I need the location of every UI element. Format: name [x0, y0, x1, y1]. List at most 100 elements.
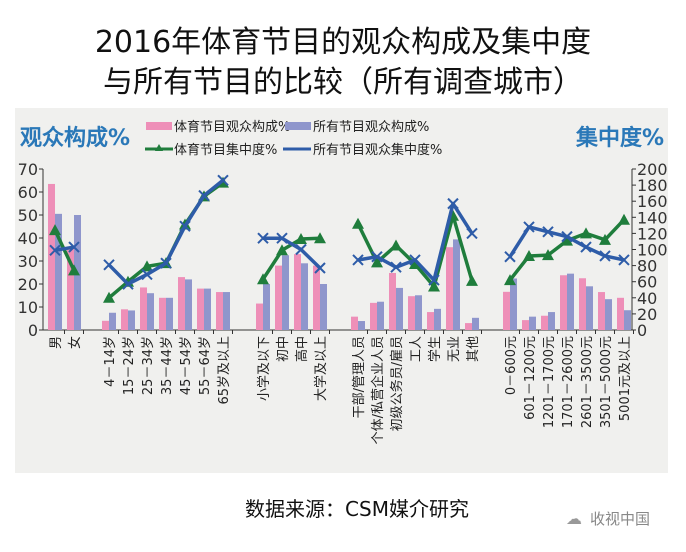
x-tick-label: 5001元及以上	[618, 336, 633, 421]
bar-sports	[560, 275, 567, 330]
x-tick-label: 初中	[276, 336, 291, 362]
bar-sports	[503, 291, 510, 330]
x-tick-label: 4－14岁	[103, 336, 118, 387]
x-marker-stroke	[103, 259, 115, 271]
legend-label-all-concentration: 所有节目观众集中度%	[313, 142, 442, 158]
x-marker-stroke	[523, 221, 535, 233]
bar-all	[453, 239, 460, 330]
marker-all-concentration	[352, 254, 364, 266]
marker-sports-concentration	[371, 256, 383, 268]
x-marker-stroke	[257, 232, 269, 244]
x-marker-stroke	[314, 262, 326, 274]
bar-all	[567, 273, 574, 330]
bar-sports	[522, 320, 529, 330]
bar-sports	[313, 265, 320, 330]
marker-sports-concentration	[390, 239, 402, 251]
right-tick-label: 180	[637, 176, 668, 195]
marker-all-concentration	[179, 220, 191, 232]
bar-all	[166, 297, 173, 330]
bar-sports	[446, 247, 453, 330]
marker-all-concentration	[257, 232, 269, 244]
x-tick-label: 2601－3500元	[580, 336, 595, 428]
bar-sports	[197, 288, 204, 330]
marker-all-concentration	[466, 227, 478, 240]
x-tick-label: 学生	[427, 336, 443, 362]
bar-sports	[370, 302, 377, 330]
x-tick-label: 工人	[409, 336, 424, 362]
x-tick-label: 55－64岁	[198, 336, 213, 395]
bar-all	[320, 284, 327, 330]
x-tick-label: 大学及以上	[313, 336, 329, 401]
marker-sports-concentration	[428, 280, 440, 292]
x-tick-label: 65岁及以上	[217, 336, 232, 405]
right-tick-label: 40	[637, 289, 657, 308]
marker-all-concentration	[68, 241, 80, 253]
x-tick-label: 男	[49, 336, 64, 349]
marker-all-concentration	[618, 254, 630, 266]
bar-all	[510, 278, 517, 330]
bar-sports	[408, 296, 415, 330]
bars	[48, 183, 631, 330]
left-tick-label: 10	[18, 298, 38, 317]
line-all-concentration	[263, 236, 322, 270]
marker-all-concentration	[409, 254, 421, 266]
marker-sports-concentration	[466, 274, 478, 286]
bar-all	[128, 310, 135, 330]
x-tick-label: 0－600元	[504, 336, 519, 395]
left-tick-label: 40	[18, 229, 38, 248]
marker-all-concentration	[447, 197, 459, 210]
x-marker-stroke	[504, 251, 516, 263]
x-tick-label: 初级公务员/雇员	[389, 336, 405, 431]
marker-all-concentration	[314, 262, 326, 274]
bar-sports	[275, 265, 282, 330]
bar-all	[185, 279, 192, 330]
bar-all	[415, 295, 422, 330]
x-marker-stroke	[542, 226, 554, 238]
wechat-icon: ☁	[566, 509, 582, 528]
bar-sports	[140, 287, 147, 330]
right-tick-label: 120	[637, 224, 668, 243]
x-tick-label: 3501－5000元	[599, 336, 614, 428]
bar-sports	[121, 309, 128, 330]
left-tick-label: 60	[18, 183, 38, 202]
x-marker-stroke	[198, 189, 210, 202]
chart-title-line2: 与所有节目的比较（所有调查城市）	[103, 65, 583, 100]
x-marker-stroke	[295, 243, 307, 256]
bar-sports	[351, 316, 358, 330]
x-tick-label: 女	[67, 336, 83, 349]
marker-sports-concentration	[561, 234, 573, 246]
marker-all-concentration	[542, 226, 554, 238]
bar-sports	[216, 292, 223, 330]
x-marker-stroke	[561, 230, 573, 243]
x-tick-label: 1701－2600元	[561, 336, 576, 428]
marker-sports-concentration	[49, 224, 61, 236]
x-tick-labels: 男女 4－14岁 15－24岁 25－34岁 35－44岁 45－54岁 55－64岁 65岁…	[49, 336, 633, 444]
left-tick-label: 70	[18, 160, 38, 179]
legend-swatch-all-composition	[285, 122, 311, 130]
marker-sports-concentration	[257, 273, 269, 285]
bar-all	[605, 299, 612, 330]
x-tick-label: 25－34岁	[141, 336, 156, 395]
bar-all	[358, 321, 365, 330]
bar-sports	[256, 303, 263, 330]
bar-all	[282, 255, 289, 330]
x-tick-label: 1201－1700元	[542, 336, 557, 428]
bar-all	[434, 308, 441, 330]
marker-all-concentration	[428, 274, 440, 286]
right-tick-label: 0	[637, 321, 647, 340]
marker-all-concentration	[523, 221, 535, 233]
x-tick-label: 个体/私营企业人员	[370, 336, 386, 444]
legend: 体育节目观众构成% 所有节目观众构成% 体育节目集中度% 所有节目观众集中度%	[145, 119, 442, 158]
marker-all-concentration	[103, 259, 115, 271]
marker-sports-concentration	[618, 213, 630, 225]
marker-sports-concentration	[103, 291, 115, 303]
bar-all	[472, 317, 479, 330]
x-marker-stroke	[276, 232, 288, 244]
bar-all	[624, 310, 631, 330]
marker-all-concentration	[504, 251, 516, 263]
legend-marker-triangle-icon	[155, 144, 163, 151]
right-tick-label: 200	[637, 160, 668, 179]
left-tick-label: 50	[18, 206, 38, 225]
x-marker-stroke	[599, 250, 611, 262]
marker-all-concentration	[580, 241, 592, 253]
